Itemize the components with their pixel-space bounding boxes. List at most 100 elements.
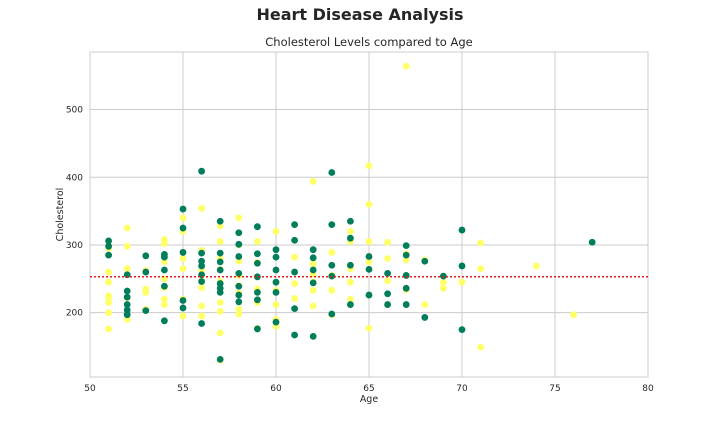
data-point	[402, 256, 410, 264]
data-point	[384, 277, 391, 285]
data-point	[105, 237, 112, 245]
data-point	[123, 301, 131, 308]
data-point	[123, 287, 131, 295]
data-point	[291, 305, 298, 313]
data-point	[254, 238, 261, 245]
data-point	[161, 258, 168, 266]
data-point	[384, 255, 391, 262]
data-point	[179, 205, 187, 213]
data-point	[347, 261, 354, 269]
data-point	[291, 295, 298, 302]
data-point	[291, 221, 298, 229]
data-point	[347, 295, 354, 303]
data-point	[477, 239, 484, 247]
data-point	[216, 329, 224, 337]
data-point	[347, 234, 354, 242]
data-point	[216, 238, 224, 245]
data-point	[198, 262, 206, 270]
data-point	[291, 236, 298, 244]
data-point	[458, 226, 466, 234]
data-point	[402, 62, 410, 70]
data-point	[235, 253, 243, 260]
data-point	[123, 293, 131, 301]
data-point	[179, 265, 187, 273]
data-point	[440, 278, 447, 286]
y-tick-label: 300	[66, 241, 83, 251]
y-tick-label: 500	[66, 106, 83, 116]
x-tick-label: 80	[642, 384, 654, 394]
figure-suptitle: Heart Disease Analysis	[256, 5, 464, 24]
data-point	[161, 282, 168, 290]
data-point	[235, 257, 243, 265]
data-point	[198, 249, 206, 257]
x-tick-label: 50	[84, 384, 96, 394]
data-point	[235, 305, 243, 313]
data-point	[365, 291, 373, 299]
data-point	[254, 259, 261, 267]
data-point	[365, 200, 373, 208]
data-point	[179, 312, 187, 320]
data-point	[179, 304, 187, 312]
data-point	[123, 311, 131, 319]
data-point	[235, 291, 243, 299]
data-point	[309, 260, 317, 268]
data-point	[161, 240, 168, 248]
x-tick-label: 60	[270, 384, 282, 394]
data-point	[179, 249, 187, 256]
data-point	[458, 278, 466, 286]
data-point	[216, 299, 224, 306]
plot-area-frame	[89, 51, 649, 378]
data-point	[402, 301, 410, 308]
x-tick-label: 65	[363, 384, 374, 394]
data-point	[235, 270, 243, 277]
data-point	[105, 242, 112, 250]
data-point	[142, 268, 150, 276]
data-point	[123, 242, 131, 250]
data-point	[235, 310, 243, 318]
data-point	[198, 302, 206, 310]
data-point	[161, 295, 168, 303]
data-point	[328, 286, 336, 294]
data-point	[291, 268, 298, 276]
data-point	[198, 205, 206, 212]
data-point	[365, 265, 373, 273]
y-tick-label: 200	[66, 309, 83, 319]
data-point	[309, 246, 317, 254]
data-point	[105, 299, 112, 306]
data-point	[309, 279, 317, 287]
data-point	[588, 238, 596, 246]
data-point	[365, 253, 373, 260]
data-point	[272, 246, 280, 254]
data-point	[421, 314, 429, 321]
data-point	[254, 273, 261, 281]
data-point	[123, 271, 131, 279]
data-point	[458, 262, 466, 270]
data-point	[198, 257, 206, 265]
data-point	[105, 251, 112, 259]
data-point	[105, 268, 112, 276]
data-point	[291, 253, 298, 261]
data-point	[402, 284, 410, 292]
data-point	[161, 266, 168, 274]
data-point	[272, 228, 280, 235]
data-point	[309, 302, 317, 310]
data-point	[309, 332, 317, 340]
data-point	[198, 284, 206, 292]
data-point	[365, 162, 373, 170]
data-point	[123, 265, 131, 273]
data-point	[161, 317, 168, 325]
data-point	[179, 224, 187, 232]
data-point	[272, 253, 280, 261]
data-point	[402, 272, 410, 279]
data-point	[384, 238, 391, 246]
data-point	[123, 224, 131, 232]
data-point	[105, 325, 112, 333]
axis-ticks: 50 55 60 65 70 75 80 200 300 400 500	[66, 106, 654, 394]
data-point	[347, 228, 354, 235]
data-point	[105, 309, 112, 317]
data-point	[142, 307, 150, 315]
data-point	[458, 326, 466, 334]
data-point	[216, 280, 224, 287]
data-point	[254, 223, 261, 231]
